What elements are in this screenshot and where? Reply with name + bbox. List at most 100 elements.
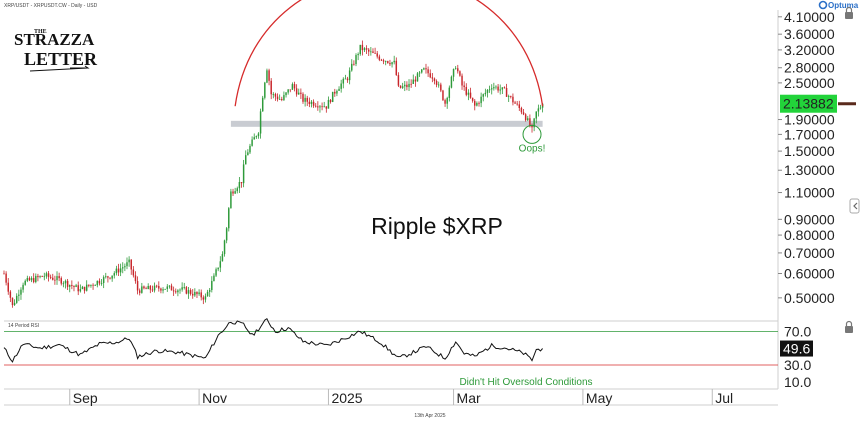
candle bbox=[206, 289, 209, 297]
candle-body bbox=[242, 164, 245, 184]
candle bbox=[179, 288, 181, 294]
candle bbox=[431, 73, 434, 83]
candle-body bbox=[247, 152, 249, 156]
candle-body bbox=[228, 208, 230, 229]
candle bbox=[518, 100, 521, 111]
candle bbox=[505, 83, 508, 97]
candle bbox=[7, 278, 9, 295]
candle-body bbox=[533, 118, 535, 128]
candle-body bbox=[172, 290, 175, 292]
candle-body bbox=[535, 111, 537, 119]
candle bbox=[136, 276, 139, 295]
candle-body bbox=[310, 101, 313, 105]
price-tick-label: 0.80000 bbox=[784, 227, 835, 243]
candle-body bbox=[138, 290, 141, 293]
rsi-panel-lock-icon[interactable] bbox=[845, 320, 853, 334]
candle-body bbox=[175, 291, 177, 293]
candle bbox=[9, 290, 12, 303]
candle bbox=[344, 74, 347, 80]
rsi-line bbox=[3, 317, 543, 363]
candle-body bbox=[435, 81, 438, 85]
candle bbox=[56, 271, 58, 285]
candle bbox=[397, 72, 400, 87]
candle-body bbox=[539, 107, 542, 109]
candle bbox=[319, 105, 321, 113]
candle bbox=[62, 281, 65, 288]
candle bbox=[414, 76, 417, 87]
candle-body bbox=[331, 91, 334, 103]
candle-body bbox=[346, 78, 349, 81]
chart-title: Ripple $XRP bbox=[371, 213, 503, 239]
candle-body bbox=[323, 106, 325, 108]
candle bbox=[406, 81, 408, 91]
candle bbox=[389, 59, 391, 67]
rsi-last-value-label: 49.6 bbox=[783, 341, 810, 357]
candle bbox=[512, 93, 514, 106]
candle-body bbox=[64, 280, 67, 284]
candle bbox=[155, 284, 158, 288]
candle bbox=[338, 86, 340, 92]
candle-body bbox=[340, 83, 342, 89]
candle-body bbox=[92, 284, 94, 286]
candle-body bbox=[141, 286, 143, 293]
candle-body bbox=[68, 284, 71, 287]
candle bbox=[314, 103, 317, 108]
candle-body bbox=[7, 282, 9, 292]
candle-body bbox=[196, 291, 198, 295]
candle-body bbox=[463, 85, 465, 88]
candle bbox=[340, 79, 342, 93]
candle bbox=[160, 287, 162, 294]
candle-body bbox=[469, 92, 472, 98]
candle bbox=[435, 79, 438, 88]
candle-body bbox=[3, 273, 5, 275]
candle-body bbox=[164, 288, 166, 290]
collapse-panel-icon[interactable] bbox=[849, 198, 860, 214]
price-panel-lock-icon[interactable] bbox=[845, 6, 853, 20]
candle-body bbox=[259, 111, 262, 134]
candle-body bbox=[482, 94, 484, 97]
candle bbox=[194, 288, 196, 297]
optuma-brand: Optuma bbox=[828, 1, 859, 10]
candle-body bbox=[162, 289, 164, 291]
price-tick-label: 4.10000 bbox=[784, 9, 835, 25]
candle bbox=[317, 101, 319, 111]
candle-body bbox=[531, 125, 533, 128]
candle-body bbox=[283, 95, 285, 100]
candle-body bbox=[223, 240, 226, 255]
candle-body bbox=[414, 79, 417, 82]
candle bbox=[177, 289, 179, 297]
candle-body bbox=[454, 68, 457, 70]
candle bbox=[404, 80, 406, 92]
price-tick-label: 0.90000 bbox=[784, 211, 835, 227]
candle bbox=[416, 71, 419, 82]
candle-body bbox=[370, 51, 372, 53]
candle-body bbox=[105, 276, 107, 278]
candle-body bbox=[73, 285, 75, 287]
candle-body bbox=[230, 191, 232, 209]
oops-circle-marker bbox=[522, 124, 542, 144]
candle bbox=[126, 257, 128, 270]
candle bbox=[223, 239, 226, 257]
candle-body bbox=[189, 290, 192, 294]
candle-body bbox=[266, 70, 268, 83]
candle-body bbox=[232, 191, 234, 194]
candle bbox=[94, 284, 96, 286]
date-axis: Sep Nov 2025 Mar May Jul bbox=[69, 389, 733, 406]
price-tick-label: 0.70000 bbox=[784, 245, 835, 261]
candle-body bbox=[62, 283, 65, 285]
candle-body bbox=[336, 90, 338, 94]
candle bbox=[287, 89, 289, 95]
candle bbox=[213, 273, 215, 282]
candle-body bbox=[493, 87, 495, 89]
candle bbox=[58, 272, 60, 282]
candle-body bbox=[393, 60, 395, 63]
candle bbox=[105, 272, 107, 279]
candle-body bbox=[181, 287, 183, 290]
candle-body bbox=[446, 97, 448, 104]
candle bbox=[520, 106, 523, 115]
candle-body bbox=[194, 291, 196, 296]
candle-body bbox=[41, 276, 43, 277]
candle-body bbox=[234, 191, 236, 194]
candle-body bbox=[278, 99, 281, 100]
candle bbox=[495, 85, 497, 90]
